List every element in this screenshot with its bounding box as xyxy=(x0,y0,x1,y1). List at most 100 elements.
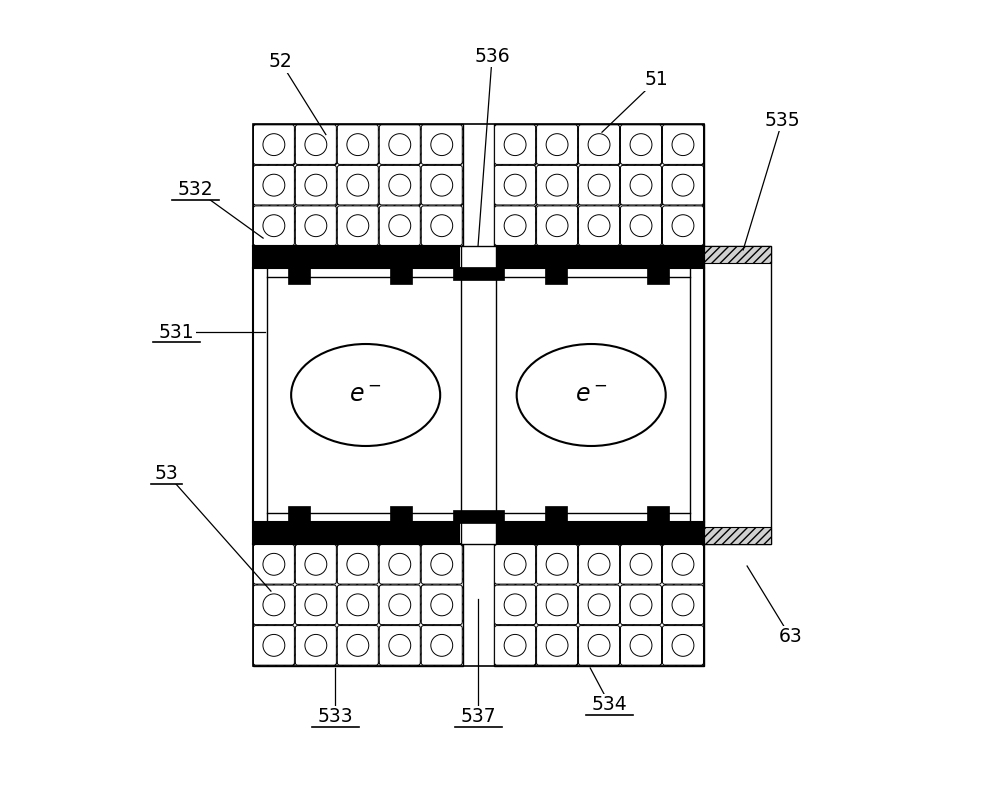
Circle shape xyxy=(504,175,526,196)
Circle shape xyxy=(431,134,453,156)
FancyBboxPatch shape xyxy=(295,626,336,665)
Circle shape xyxy=(672,594,694,615)
Text: 533: 533 xyxy=(317,707,353,726)
FancyBboxPatch shape xyxy=(537,125,578,164)
Circle shape xyxy=(672,175,694,196)
Bar xyxy=(253,124,463,246)
FancyBboxPatch shape xyxy=(421,585,462,625)
FancyBboxPatch shape xyxy=(337,125,378,164)
FancyBboxPatch shape xyxy=(379,206,420,246)
FancyBboxPatch shape xyxy=(337,626,378,665)
Circle shape xyxy=(347,134,369,156)
Bar xyxy=(704,527,771,544)
Circle shape xyxy=(630,553,652,575)
Circle shape xyxy=(263,134,285,156)
FancyBboxPatch shape xyxy=(421,125,462,164)
FancyBboxPatch shape xyxy=(662,626,703,665)
Circle shape xyxy=(263,553,285,575)
FancyBboxPatch shape xyxy=(662,125,703,164)
Circle shape xyxy=(263,594,285,615)
FancyBboxPatch shape xyxy=(295,544,336,584)
FancyBboxPatch shape xyxy=(379,585,420,625)
Circle shape xyxy=(504,553,526,575)
Circle shape xyxy=(305,553,327,575)
FancyBboxPatch shape xyxy=(379,544,420,584)
Circle shape xyxy=(431,175,453,196)
Circle shape xyxy=(504,594,526,615)
FancyBboxPatch shape xyxy=(421,165,462,205)
Circle shape xyxy=(263,215,285,237)
Bar xyxy=(647,267,669,284)
FancyBboxPatch shape xyxy=(253,165,294,205)
Circle shape xyxy=(389,553,411,575)
Text: $\it{e}^-$: $\it{e}^-$ xyxy=(575,383,608,407)
Circle shape xyxy=(431,634,453,656)
Bar xyxy=(453,267,504,280)
Circle shape xyxy=(546,594,568,615)
Bar xyxy=(253,522,460,544)
Circle shape xyxy=(504,634,526,656)
FancyBboxPatch shape xyxy=(337,585,378,625)
FancyBboxPatch shape xyxy=(662,206,703,246)
FancyBboxPatch shape xyxy=(379,125,420,164)
Bar xyxy=(461,246,496,544)
Bar xyxy=(253,268,704,522)
Circle shape xyxy=(504,134,526,156)
Circle shape xyxy=(546,175,568,196)
FancyBboxPatch shape xyxy=(253,585,294,625)
FancyBboxPatch shape xyxy=(421,626,462,665)
FancyBboxPatch shape xyxy=(537,165,578,205)
FancyBboxPatch shape xyxy=(495,626,536,665)
FancyBboxPatch shape xyxy=(295,125,336,164)
Circle shape xyxy=(431,553,453,575)
FancyBboxPatch shape xyxy=(495,544,536,584)
Circle shape xyxy=(546,634,568,656)
Circle shape xyxy=(305,175,327,196)
FancyBboxPatch shape xyxy=(295,165,336,205)
Bar xyxy=(545,506,567,523)
Circle shape xyxy=(305,215,327,237)
Bar xyxy=(288,267,310,284)
Circle shape xyxy=(546,215,568,237)
FancyBboxPatch shape xyxy=(537,585,578,625)
Circle shape xyxy=(389,215,411,237)
Bar xyxy=(494,544,704,666)
FancyBboxPatch shape xyxy=(579,544,620,584)
FancyBboxPatch shape xyxy=(337,206,378,246)
FancyBboxPatch shape xyxy=(621,165,662,205)
Circle shape xyxy=(630,634,652,656)
FancyBboxPatch shape xyxy=(337,544,378,584)
Text: 534: 534 xyxy=(592,695,628,714)
FancyBboxPatch shape xyxy=(579,626,620,665)
FancyBboxPatch shape xyxy=(621,585,662,625)
Bar xyxy=(390,506,412,523)
Bar xyxy=(288,506,310,523)
Circle shape xyxy=(630,215,652,237)
Bar xyxy=(704,246,771,544)
FancyBboxPatch shape xyxy=(421,544,462,584)
Circle shape xyxy=(588,594,610,615)
FancyBboxPatch shape xyxy=(253,626,294,665)
FancyBboxPatch shape xyxy=(253,206,294,246)
FancyBboxPatch shape xyxy=(295,206,336,246)
Bar xyxy=(494,124,704,246)
Bar xyxy=(497,246,704,268)
Circle shape xyxy=(431,215,453,237)
Circle shape xyxy=(263,634,285,656)
Circle shape xyxy=(588,553,610,575)
Circle shape xyxy=(630,175,652,196)
FancyBboxPatch shape xyxy=(379,626,420,665)
FancyBboxPatch shape xyxy=(495,585,536,625)
FancyBboxPatch shape xyxy=(495,165,536,205)
Text: 532: 532 xyxy=(178,180,213,199)
Circle shape xyxy=(588,134,610,156)
Circle shape xyxy=(389,175,411,196)
Circle shape xyxy=(588,634,610,656)
Circle shape xyxy=(546,134,568,156)
Circle shape xyxy=(263,175,285,196)
Circle shape xyxy=(389,634,411,656)
Bar xyxy=(704,246,771,263)
Circle shape xyxy=(305,134,327,156)
FancyBboxPatch shape xyxy=(662,544,703,584)
Circle shape xyxy=(672,134,694,156)
